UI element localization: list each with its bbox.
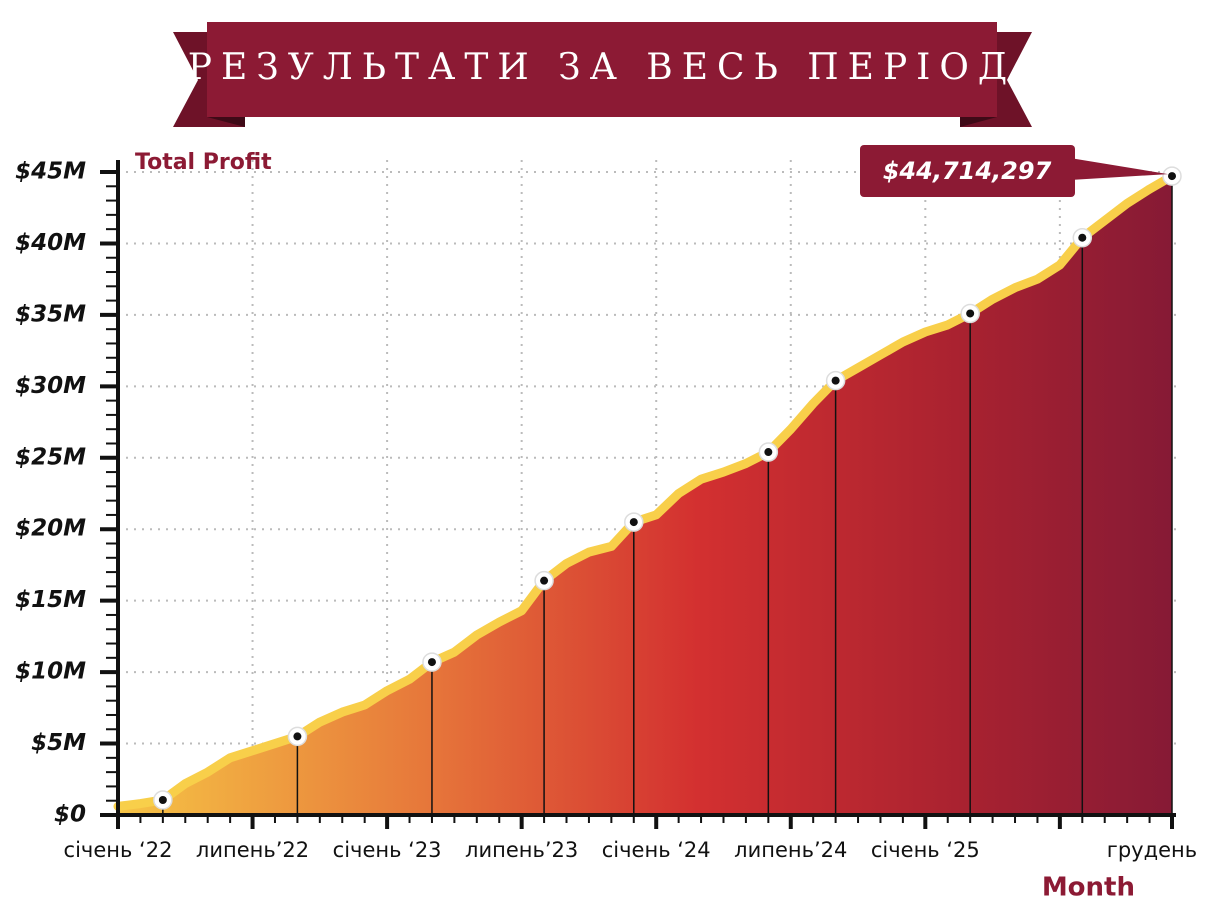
x-tick-label: липень’22: [196, 838, 309, 862]
chart-title: РЕЗУЛЬТАТИ ЗА ВЕСЬ ПЕРІОД: [188, 47, 1016, 88]
area: [118, 176, 1172, 816]
y-tick-label: $5M: [31, 730, 86, 756]
callout-box: [860, 145, 1075, 197]
point-dot: [540, 576, 549, 585]
x-tick-label: липень’23: [465, 838, 578, 862]
point-dot: [293, 732, 302, 741]
point-dot: [629, 518, 638, 527]
title-banner: [173, 22, 1032, 127]
y-tick-label: $25M: [15, 444, 86, 470]
y-tick-label: $0: [54, 802, 86, 828]
point-dot: [1078, 233, 1087, 242]
x-tick-label: січень ‘25: [871, 838, 980, 862]
point-dot: [1168, 172, 1176, 181]
x-axis-label: Month: [1042, 873, 1135, 903]
y-tick-label: $40M: [15, 230, 86, 256]
y-tick-label: $45M: [15, 159, 86, 185]
y-axis-label: Total Profit: [135, 150, 272, 175]
x-tick-label: січень ‘24: [602, 838, 711, 862]
x-tick-label: січень ‘23: [333, 838, 442, 862]
y-tick-label: $30M: [15, 373, 86, 399]
point-dot: [158, 795, 167, 804]
x-tick-label: січень ‘22: [64, 838, 173, 862]
point-dot: [764, 448, 773, 457]
y-tick-label: $35M: [15, 301, 86, 327]
value-label: $44,714,297: [883, 157, 1052, 185]
point-dot: [831, 376, 840, 385]
y-tick-label: $20M: [15, 516, 86, 542]
x-tick-label: грудень ‘25: [1107, 838, 1205, 862]
y-tick-label: $10M: [15, 659, 86, 685]
x-tick-label: липень’24: [734, 838, 847, 862]
point-dot: [427, 658, 436, 667]
point-dot: [966, 309, 975, 318]
callout-pointer: [1070, 158, 1168, 180]
y-tick-label: $15M: [15, 587, 86, 613]
